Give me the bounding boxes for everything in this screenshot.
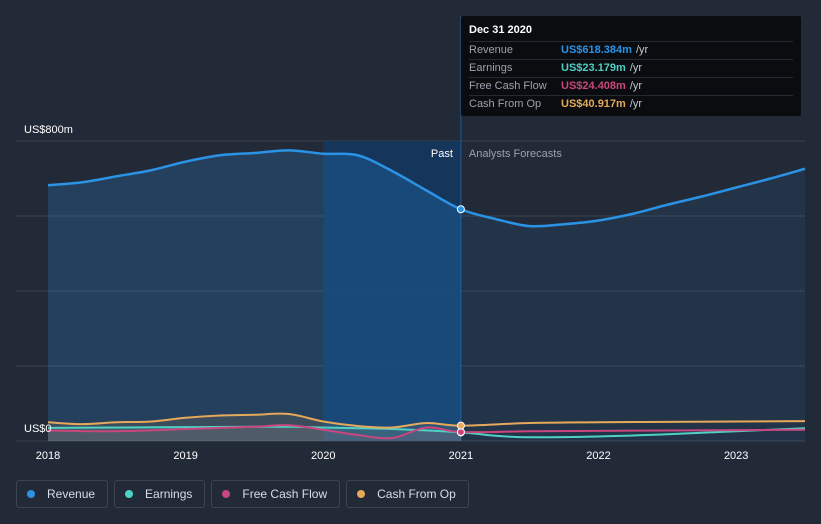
legend-dot-icon [27,490,35,498]
legend-label: Cash From Op [377,487,456,501]
tooltip-row-label: Revenue [469,44,514,56]
legend-label: Free Cash Flow [242,487,328,501]
y-axis-top-label: US$800m [24,124,73,136]
series-areas [48,150,805,441]
tooltip-row-value: US$40.917m [561,98,626,110]
forecast-label: Analysts Forecasts [469,148,562,160]
tooltip-row-revenue: Revenue US$618.384m/yr [469,41,793,59]
area-revenue-forecast [460,168,805,441]
point-cash_from_op [456,421,465,430]
data-tooltip: Dec 31 2020 Revenue US$618.384m/yr Earning… [461,16,801,116]
line-revenue [47,149,806,228]
point-revenue [456,205,465,214]
legend-item-revenue[interactable]: Revenue [16,480,109,508]
tooltip-row-free-cash-flow: Free Cash Flow US$24.408m/yr [469,77,793,95]
tooltip-row-unit: /yr [629,62,643,74]
legend-dot-icon [222,490,231,498]
x-tick-label: 2020 [311,450,335,462]
tooltip-row-cash-from-op: Cash From Op US$40.917m/yr [469,95,793,113]
legend-item-free-cash-flow[interactable]: Free Cash Flow [211,480,341,508]
legend-dot-icon [357,490,366,498]
tooltip-row-unit: /yr [629,80,643,92]
legend-dot-icon [125,490,134,498]
area-revenue [48,150,461,441]
tooltip-row-value: US$24.408m [561,80,626,92]
tooltip-row-label: Earnings [469,62,513,74]
tooltip-date: Dec 31 2020 [469,24,532,36]
line-cash_from_op [47,412,806,429]
tooltip-row-unit: /yr [629,98,643,110]
tooltip-row-label: Free Cash Flow [469,80,547,92]
series-lines [47,149,806,440]
tooltip-row-unit: /yr [635,44,649,56]
x-tick-label: 2019 [173,450,197,462]
area-free_cash_flow [48,425,461,441]
y-axis-bottom-label: US$0 [24,423,52,435]
legend-item-cash-from-op[interactable]: Cash From Op [346,480,469,508]
x-tick-label: 2023 [724,450,748,462]
x-tick-label: 2021 [449,450,473,462]
legend-label: Earnings [145,487,193,501]
legend-label: Revenue [47,487,96,501]
x-tick-label: 2018 [36,450,60,462]
line-free_cash_flow [47,424,806,440]
chart-legend: Revenue Earnings Free Cash Flow Cash From O… [16,480,469,508]
line-earnings [47,425,806,439]
past-highlight-region [323,141,461,441]
x-axis-ticks: 2018 2019 2020 2021 2022 2023 [36,450,749,462]
tooltip-row-label: Cash From Op [469,98,542,110]
tooltip-row-value: US$618.384m [561,44,632,56]
tooltip-row-earnings: Earnings US$23.179m/yr [469,59,793,77]
legend-item-earnings[interactable]: Earnings [114,480,206,508]
tooltip-row-value: US$23.179m [561,62,626,74]
series-points [456,205,465,437]
x-tick-label: 2022 [586,450,610,462]
past-label: Past [431,148,453,160]
